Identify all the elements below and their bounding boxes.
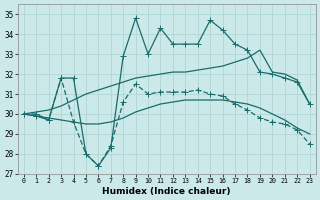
X-axis label: Humidex (Indice chaleur): Humidex (Indice chaleur) — [102, 187, 231, 196]
